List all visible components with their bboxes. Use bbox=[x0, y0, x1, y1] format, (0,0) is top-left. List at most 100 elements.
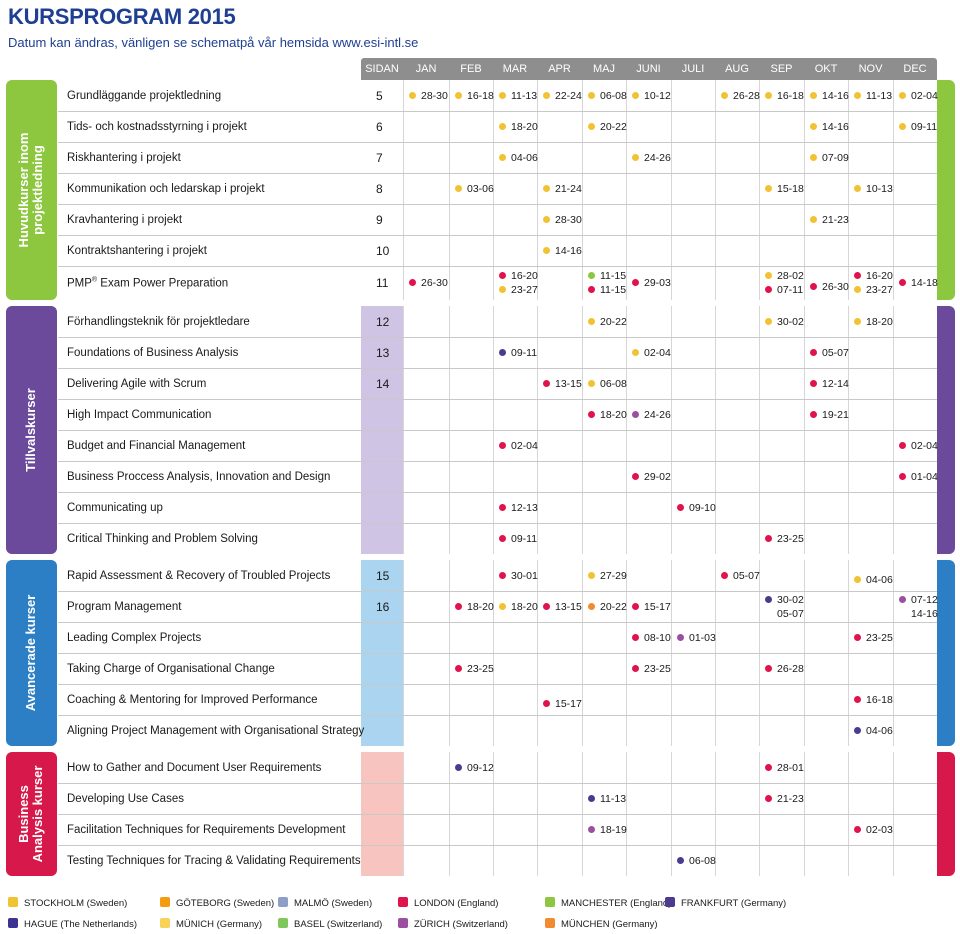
course-date[interactable]: 21-23 bbox=[765, 793, 804, 805]
course-date[interactable]: 12-13 bbox=[499, 502, 538, 514]
course-date[interactable]: 03-06 bbox=[455, 183, 494, 195]
course-date[interactable]: 09-11 bbox=[499, 533, 537, 545]
course-date[interactable]: 23-25 bbox=[854, 632, 893, 644]
course-date[interactable]: 21-23 bbox=[810, 214, 849, 226]
course-date[interactable]: 09-11 bbox=[499, 347, 537, 359]
course-date[interactable]: 11-13 bbox=[854, 90, 892, 102]
course-date[interactable]: 18-20 bbox=[854, 316, 893, 328]
course-date[interactable]: 19-21 bbox=[810, 409, 849, 421]
course-date[interactable]: 16-18 bbox=[854, 694, 893, 706]
course-date[interactable]: 05-07 bbox=[765, 608, 804, 620]
course-date[interactable]: 01-03 bbox=[677, 632, 716, 644]
course-date[interactable]: 06-08 bbox=[588, 90, 627, 102]
course-date[interactable]: 13-15 bbox=[543, 378, 582, 390]
course-date[interactable]: 07-11 bbox=[765, 284, 803, 296]
course-date[interactable]: 09-11 bbox=[899, 121, 937, 133]
course-date[interactable]: 20-22 bbox=[588, 121, 627, 133]
course-date[interactable]: 16-20 bbox=[854, 270, 893, 282]
course-date[interactable]: 28-01 bbox=[765, 762, 804, 774]
course-date[interactable]: 15-18 bbox=[765, 183, 804, 195]
course-date[interactable]: 18-20 bbox=[499, 601, 538, 613]
course-date[interactable]: 11-15 bbox=[588, 284, 626, 296]
date-text: 09-10 bbox=[689, 501, 716, 514]
course-date[interactable]: 24-26 bbox=[632, 409, 671, 421]
course-date[interactable]: 14-16 bbox=[543, 245, 582, 257]
course-date[interactable]: 28-30 bbox=[409, 90, 448, 102]
course-date[interactable]: 06-08 bbox=[677, 855, 716, 867]
course-date[interactable]: 02-03 bbox=[854, 824, 893, 836]
course-date[interactable]: 26-30 bbox=[409, 277, 448, 289]
course-date[interactable]: 16-20 bbox=[499, 270, 538, 282]
course-date[interactable]: 18-20 bbox=[455, 601, 494, 613]
course-date[interactable]: 14-16 bbox=[899, 608, 938, 620]
course-date[interactable]: 04-06 bbox=[499, 152, 538, 164]
course-date[interactable]: 10-12 bbox=[632, 90, 671, 102]
course-date[interactable]: 23-25 bbox=[632, 663, 671, 675]
course-date[interactable]: 20-22 bbox=[588, 316, 627, 328]
course-date[interactable]: 13-15 bbox=[543, 601, 582, 613]
course-date[interactable]: 26-28 bbox=[721, 90, 760, 102]
course-name: Kommunikation och ledarskap i projekt bbox=[67, 182, 265, 195]
course-name: High Impact Communication bbox=[67, 408, 212, 421]
zurich-dot bbox=[677, 633, 684, 641]
london-dot bbox=[899, 279, 906, 286]
course-date[interactable]: 05-07 bbox=[721, 570, 760, 582]
course-date[interactable]: 02-04 bbox=[899, 90, 938, 102]
course-date[interactable]: 29-02 bbox=[632, 471, 671, 483]
course-date[interactable]: 24-26 bbox=[632, 152, 671, 164]
course-date[interactable]: 02-04 bbox=[632, 347, 671, 359]
course-date[interactable]: 18-19 bbox=[588, 824, 627, 836]
legend-basel: BASEL (Switzerland) bbox=[278, 918, 382, 931]
course-date[interactable]: 14-16 bbox=[810, 121, 849, 133]
course-date[interactable]: 08-10 bbox=[632, 632, 671, 644]
course-date[interactable]: 23-27 bbox=[854, 284, 893, 296]
course-date[interactable]: 15-17 bbox=[543, 698, 582, 710]
course-date[interactable]: 18-20 bbox=[588, 409, 627, 421]
course-date[interactable]: 04-06 bbox=[854, 574, 893, 586]
date-text: 11-13 bbox=[511, 89, 538, 102]
course-date[interactable]: 28-02 bbox=[765, 270, 804, 282]
course-date[interactable]: 30-02 bbox=[765, 316, 804, 328]
course-date[interactable]: 26-28 bbox=[765, 663, 804, 675]
course-date[interactable]: 14-18 bbox=[899, 277, 938, 289]
stockholm-dot bbox=[765, 184, 772, 192]
course-date[interactable]: 22-24 bbox=[543, 90, 582, 102]
london-dot bbox=[543, 602, 550, 610]
course-date[interactable]: 16-18 bbox=[765, 90, 804, 102]
course-date[interactable]: 02-04 bbox=[499, 440, 538, 452]
course-date[interactable]: 11-13 bbox=[499, 90, 537, 102]
course-date[interactable]: 23-27 bbox=[499, 284, 538, 296]
course-date[interactable]: 30-02 bbox=[765, 594, 804, 606]
course-date[interactable]: 02-04 bbox=[899, 440, 938, 452]
course-date[interactable]: 01-04 bbox=[899, 471, 938, 483]
course-date[interactable]: 28-30 bbox=[543, 214, 582, 226]
course-date[interactable]: 23-25 bbox=[765, 533, 804, 545]
course-date[interactable]: 09-10 bbox=[677, 502, 716, 514]
course-date[interactable]: 15-17 bbox=[632, 601, 671, 613]
course-date[interactable]: 11-15 bbox=[588, 270, 626, 282]
course-date[interactable]: 04-06 bbox=[854, 725, 893, 737]
date-text: 11-15 bbox=[600, 270, 627, 282]
course-name: Business Proccess Analysis, Innovation a… bbox=[67, 470, 331, 483]
course-date[interactable]: 21-24 bbox=[543, 183, 582, 195]
course-date[interactable]: 16-18 bbox=[455, 90, 494, 102]
legend-hague: HAGUE (The Netherlands) bbox=[8, 918, 137, 931]
course-date[interactable]: 26-30 bbox=[810, 281, 849, 293]
course-date[interactable]: 09-12 bbox=[455, 762, 494, 774]
course-date[interactable]: 27-29 bbox=[588, 570, 627, 582]
course-date[interactable]: 30-01 bbox=[499, 570, 538, 582]
course-date[interactable]: 14-16 bbox=[810, 90, 849, 102]
course-date[interactable]: 05-07 bbox=[810, 347, 849, 359]
course-date[interactable]: 07-09 bbox=[810, 152, 849, 164]
course-date[interactable]: 11-13 bbox=[588, 793, 626, 805]
stockholm-dot bbox=[588, 91, 595, 99]
course-date[interactable]: 29-03 bbox=[632, 277, 671, 289]
frankfurt-dot bbox=[765, 595, 772, 603]
course-date[interactable]: 20-22 bbox=[588, 601, 627, 613]
course-date[interactable]: 06-08 bbox=[588, 378, 627, 390]
course-date[interactable]: 18-20 bbox=[499, 121, 538, 133]
course-date[interactable]: 10-13 bbox=[854, 183, 893, 195]
course-date[interactable]: 23-25 bbox=[455, 663, 494, 675]
course-date[interactable]: 07-12 bbox=[899, 594, 938, 606]
course-date[interactable]: 12-14 bbox=[810, 378, 849, 390]
